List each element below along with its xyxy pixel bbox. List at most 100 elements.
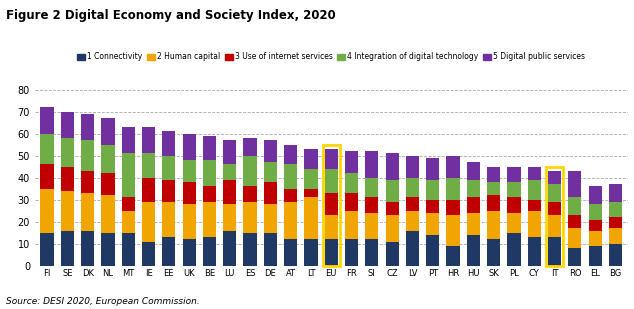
Bar <box>527 180 541 200</box>
Bar <box>162 237 176 266</box>
Bar <box>183 182 196 204</box>
Bar <box>162 180 176 202</box>
Bar <box>304 149 318 169</box>
Bar <box>61 112 74 138</box>
Bar <box>203 136 216 160</box>
Bar <box>467 180 480 197</box>
Bar <box>365 239 378 266</box>
Bar <box>446 178 460 200</box>
Bar <box>426 213 439 235</box>
Bar <box>609 202 622 217</box>
Bar <box>203 187 216 202</box>
Bar <box>385 202 399 215</box>
Bar <box>325 149 338 169</box>
Bar <box>122 154 135 197</box>
Bar <box>385 154 399 180</box>
Bar <box>609 244 622 266</box>
Bar <box>142 127 155 154</box>
Legend: 1 Connectivity, 2 Human capital, 3 Use of internet services, 4 Integration of di: 1 Connectivity, 2 Human capital, 3 Use o… <box>74 49 588 65</box>
Bar <box>223 140 236 164</box>
Bar <box>284 164 297 189</box>
Bar <box>446 200 460 215</box>
Bar <box>365 197 378 213</box>
Bar <box>243 156 257 186</box>
Bar <box>81 171 94 193</box>
Bar <box>548 184 561 202</box>
Bar <box>507 233 521 266</box>
Bar <box>446 215 460 246</box>
Bar <box>264 162 277 182</box>
Bar <box>406 178 419 197</box>
Bar <box>345 211 358 239</box>
Bar <box>588 246 602 266</box>
Bar <box>345 193 358 211</box>
Bar <box>385 242 399 266</box>
Bar <box>122 233 135 266</box>
Bar <box>527 167 541 180</box>
Bar <box>467 213 480 235</box>
Bar <box>487 211 500 239</box>
Bar <box>162 156 176 180</box>
Bar <box>264 140 277 162</box>
Bar <box>546 167 563 266</box>
Bar <box>304 189 318 197</box>
Bar <box>142 242 155 266</box>
Bar <box>81 193 94 231</box>
Bar <box>568 197 581 215</box>
Bar <box>41 189 54 233</box>
Bar <box>446 156 460 178</box>
Bar <box>264 233 277 266</box>
Text: Figure 2 Digital Economy and Society Index, 2020: Figure 2 Digital Economy and Society Ind… <box>6 9 336 22</box>
Bar <box>323 145 340 266</box>
Bar <box>426 200 439 213</box>
Bar <box>243 233 257 266</box>
Bar <box>527 200 541 211</box>
Bar <box>243 138 257 156</box>
Bar <box>365 213 378 239</box>
Bar <box>507 213 521 233</box>
Bar <box>548 237 561 266</box>
Bar <box>548 202 561 215</box>
Bar <box>568 248 581 266</box>
Bar <box>325 169 338 193</box>
Bar <box>588 219 602 231</box>
Bar <box>345 239 358 266</box>
Bar <box>101 118 115 145</box>
Bar <box>223 204 236 231</box>
Bar <box>142 202 155 242</box>
Bar <box>304 169 318 189</box>
Bar <box>406 156 419 178</box>
Bar <box>446 246 460 266</box>
Bar <box>284 202 297 239</box>
Bar <box>406 197 419 211</box>
Bar <box>264 182 277 204</box>
Bar <box>325 239 338 266</box>
Bar <box>507 197 521 213</box>
Bar <box>203 160 216 186</box>
Bar <box>609 184 622 202</box>
Bar <box>61 191 74 231</box>
Bar <box>426 180 439 200</box>
Bar <box>507 182 521 197</box>
Bar <box>487 182 500 195</box>
Bar <box>568 171 581 197</box>
Bar <box>41 233 54 266</box>
Bar <box>101 233 115 266</box>
Bar <box>203 202 216 237</box>
Bar <box>527 211 541 237</box>
Bar <box>385 180 399 202</box>
Bar <box>183 239 196 266</box>
Bar <box>101 173 115 195</box>
Bar <box>325 193 338 215</box>
Bar <box>142 178 155 202</box>
Bar <box>548 171 561 184</box>
Bar <box>365 151 378 178</box>
Bar <box>345 151 358 173</box>
Bar <box>223 180 236 204</box>
Bar <box>81 140 94 171</box>
Bar <box>223 164 236 180</box>
Bar <box>467 235 480 266</box>
Bar <box>548 215 561 237</box>
Bar <box>41 164 54 189</box>
Bar <box>101 145 115 173</box>
